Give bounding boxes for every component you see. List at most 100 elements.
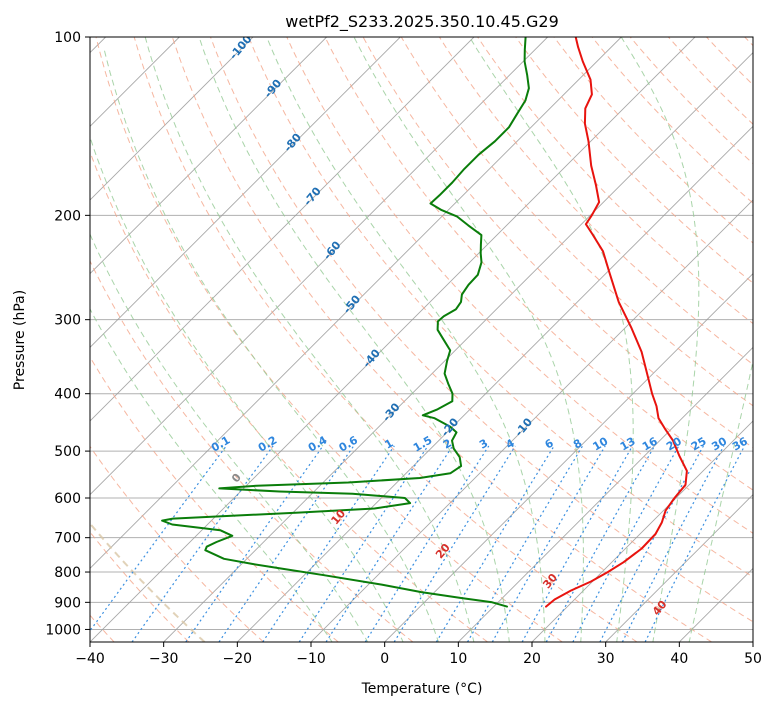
isotherm-line <box>310 199 753 642</box>
isotherm-line <box>237 125 753 642</box>
y-tick-label: 200 <box>54 208 81 224</box>
y-tick-label: 100 <box>54 30 81 46</box>
dry-adiabat-label: -90 <box>262 77 285 101</box>
dry-adiabat-label: -10 <box>512 415 535 439</box>
x-tick-label: 30 <box>597 651 615 667</box>
dry-adiabat-line <box>95 37 563 642</box>
dry-adiabat-line <box>90 356 339 642</box>
reference-curve <box>90 522 206 642</box>
mixing-ratio-line <box>466 445 584 642</box>
moist-adiabat-line <box>266 37 546 642</box>
y-tick-label: 900 <box>54 595 81 611</box>
mixing-ratio-line <box>298 445 429 642</box>
dry-adiabat-label: -80 <box>281 131 304 155</box>
moist-adiabat-line <box>144 37 475 642</box>
dry-adiabat-line <box>133 37 638 642</box>
dry-adiabat-line <box>171 37 712 642</box>
y-tick-label: 800 <box>54 565 81 581</box>
mixing-ratio-line <box>90 445 227 632</box>
mixing-ratio-line <box>521 445 634 642</box>
dewpoint-profile-line <box>161 37 530 608</box>
mixing-ratio-line <box>599 445 704 642</box>
y-tick-label: 1000 <box>45 622 81 638</box>
moist-adiabat-line <box>103 49 440 642</box>
isotherm-line <box>90 37 254 201</box>
moist-adiabat-line <box>90 232 369 642</box>
mixing-ratio-line <box>572 445 680 642</box>
mixing-ratio-line <box>364 445 490 642</box>
mixing-ratio-line <box>545 445 656 642</box>
moist-adiabat-line <box>90 308 333 642</box>
moist-adiabat-line <box>620 37 700 642</box>
dry-adiabat-label: -50 <box>341 292 364 316</box>
x-tick-label: −10 <box>296 651 326 667</box>
mixing-ratio-line <box>621 445 725 642</box>
isotherm-line <box>90 37 327 275</box>
plot-frame <box>89 36 754 643</box>
dry-adiabat-line <box>210 37 753 623</box>
moist-adiabat-line <box>469 37 634 642</box>
dry-adiabat-label: 30 <box>540 571 560 591</box>
x-tick-label: −30 <box>149 651 179 667</box>
mixing-ratio-label: 3 <box>477 437 490 452</box>
x-axis-title: Temperature (°C) <box>361 681 483 697</box>
sounding-profiles <box>161 37 688 608</box>
isotherm-line <box>90 37 622 569</box>
isotherm-line <box>752 641 753 642</box>
background-line-grid <box>90 37 753 642</box>
dry-adiabat-line <box>668 37 753 125</box>
isotherm-line <box>163 52 753 642</box>
isotherm-line <box>90 37 475 422</box>
x-tick-label: 50 <box>744 651 762 667</box>
chart-title: wetPf2_S233.2025.350.10.45.G29 <box>285 12 559 32</box>
dry-adiabat-line <box>286 37 753 534</box>
mixing-ratio-line <box>131 445 274 642</box>
isotherm-line <box>458 346 753 642</box>
mixing-ratio-line <box>262 445 395 642</box>
mixing-ratio-label: 4 <box>504 436 517 451</box>
moist-adiabat-line <box>198 37 510 642</box>
dry-adiabat-line <box>90 531 190 642</box>
x-tick-label: 40 <box>670 651 688 667</box>
dry-adiabat-line <box>248 37 753 578</box>
x-tick-label: 0 <box>380 651 389 667</box>
dry-adiabat-label: 20 <box>433 541 453 561</box>
isotherm-line <box>90 37 548 496</box>
dry-adiabat-label: -70 <box>301 184 324 208</box>
dry-adiabat-label: 40 <box>650 598 670 618</box>
dry-adiabat-line <box>90 445 264 642</box>
mixing-ratio-line <box>644 445 746 642</box>
x-tick-label: 20 <box>523 651 541 667</box>
dry-adiabat-label: -30 <box>380 400 403 424</box>
y-tick-label: 500 <box>54 444 81 460</box>
isotherm-line <box>90 37 401 348</box>
dry-adiabat-line <box>553 37 753 244</box>
y-tick-label: 300 <box>54 313 81 329</box>
line-labels: 0.1 0.2 0.4 0.6 1 1.5 2 3 4 6 8 10 13 16 20 25 30 36-100-… <box>209 37 750 618</box>
dry-adiabat-line <box>90 150 488 642</box>
mixing-ratio-line <box>393 445 516 642</box>
temperature-profile-line <box>545 37 688 608</box>
dry-adiabat-line <box>591 37 753 204</box>
moist-adiabat-line <box>688 358 753 642</box>
mixing-ratio-line <box>435 445 555 642</box>
dry-adiabat-line <box>324 37 753 491</box>
dry-adiabat-line <box>90 259 414 642</box>
y-axis-title: Pressure (hPa) <box>12 290 28 390</box>
axes: −40 −30 −20 −10 0 10 20 30 40 50 100 200 300 400 500 60… <box>45 30 762 667</box>
dry-adiabat-line <box>515 37 753 284</box>
x-tick-label: −40 <box>75 651 105 667</box>
isotherm-line <box>605 494 753 642</box>
mixing-ratio-line <box>185 445 324 642</box>
x-tick-label: 10 <box>449 651 467 667</box>
mixing-ratio-line <box>218 445 355 642</box>
x-tick-label: −20 <box>223 651 253 667</box>
mixing-ratio-label: 6 <box>543 436 556 451</box>
isotherm-line <box>531 420 753 642</box>
y-tick-label: 700 <box>54 531 81 547</box>
y-tick-label: 600 <box>54 491 81 507</box>
y-tick-label: 400 <box>54 387 81 403</box>
dry-adiabat-label: -40 <box>360 346 383 370</box>
dry-adiabat-label: -60 <box>321 238 344 262</box>
